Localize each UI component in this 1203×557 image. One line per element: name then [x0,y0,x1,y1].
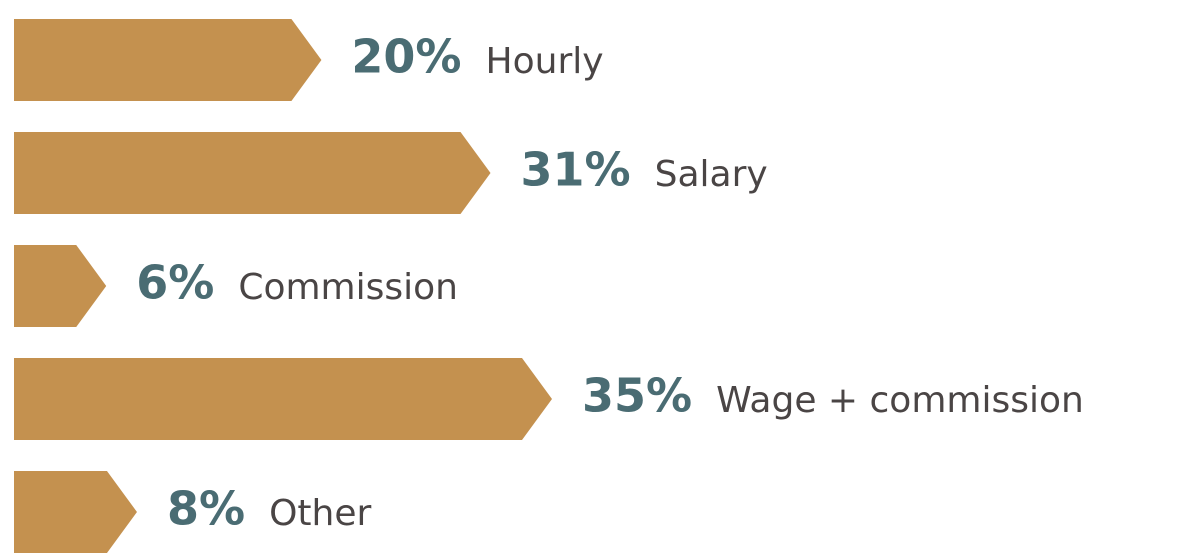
value-label: 6% [136,256,214,310]
category-label: Commission [238,267,458,308]
bar [14,471,137,553]
category-label: Hourly [486,41,604,82]
category-label: Wage + commission [716,380,1084,421]
value-label: 31% [521,143,631,197]
bar [14,245,107,327]
value-label: 8% [167,482,245,536]
bar [14,132,491,214]
value-label: 20% [351,30,461,84]
value-label: 35% [582,369,692,423]
bar [14,19,322,101]
bar [14,358,552,440]
category-label: Salary [655,154,768,195]
category-label: Other [269,493,371,534]
